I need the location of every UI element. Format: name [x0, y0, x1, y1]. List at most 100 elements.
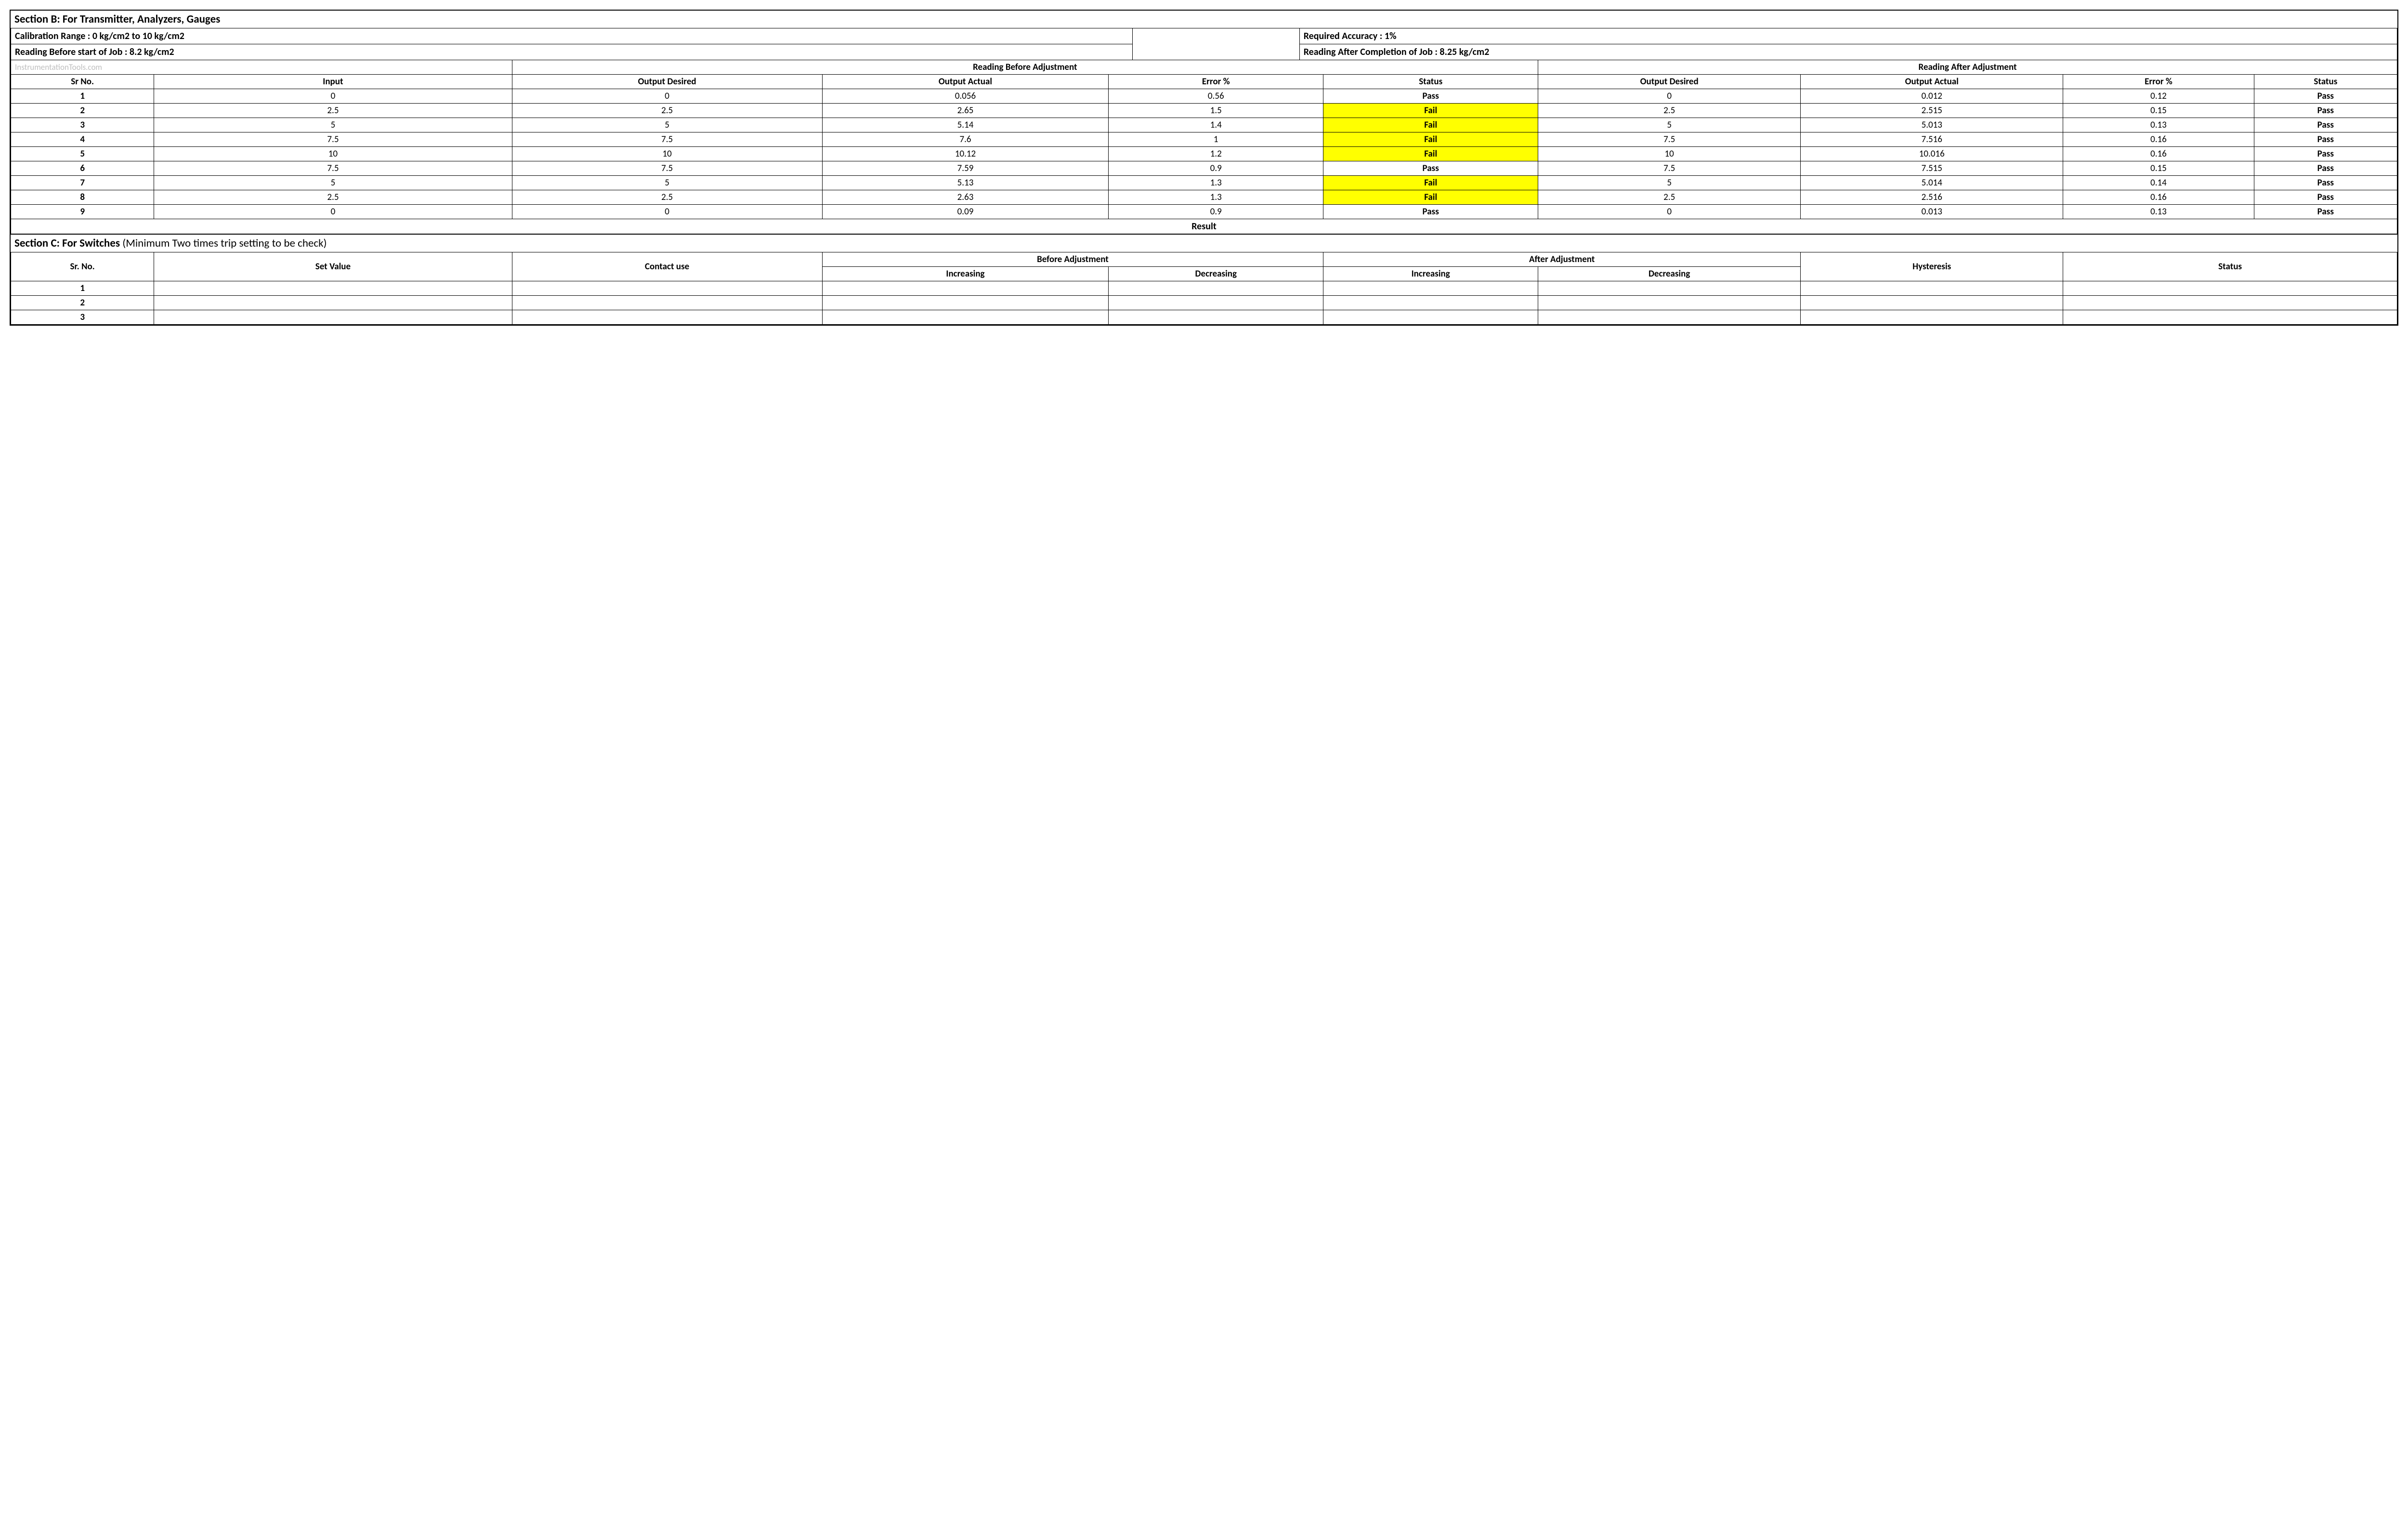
cell-bd: 10 — [512, 147, 822, 161]
cell-sr: 9 — [11, 205, 154, 219]
cell-be: 1.4 — [1109, 118, 1323, 132]
col-error-after: Error % — [2063, 75, 2254, 89]
cell-input: 0 — [154, 89, 512, 104]
col-c-before-dec: Decreasing — [1109, 267, 1323, 281]
cell-sr: 8 — [11, 190, 154, 205]
cell-input: 7.5 — [154, 161, 512, 176]
cell-ae: 0.13 — [2063, 205, 2254, 219]
cell-c-b_inc — [822, 296, 1109, 310]
cell-ae: 0.13 — [2063, 118, 2254, 132]
cell-as: Pass — [2254, 89, 2397, 104]
cell-ae: 0.16 — [2063, 132, 2254, 147]
reading-before-job: Reading Before start of Job : 8.2 kg/cm2 — [11, 44, 1133, 60]
cell-bd: 5 — [512, 118, 822, 132]
cell-bs: Fail — [1323, 118, 1538, 132]
cell-bs: Fail — [1323, 176, 1538, 190]
section-c-title: Section C: For Switches (Minimum Two tim… — [11, 234, 2397, 252]
cell-be: 1.3 — [1109, 176, 1323, 190]
required-accuracy: Required Accuracy : 1% — [1299, 28, 2397, 44]
table-row: 1 — [11, 281, 2397, 296]
cell-ad: 5 — [1538, 118, 1801, 132]
col-status-before: Status — [1323, 75, 1538, 89]
cell-input: 2.5 — [154, 104, 512, 118]
cell-ba: 0.056 — [822, 89, 1109, 104]
cell-ae: 0.12 — [2063, 89, 2254, 104]
cell-as: Pass — [2254, 176, 2397, 190]
cell-as: Pass — [2254, 118, 2397, 132]
cell-c-contact_use — [512, 281, 822, 296]
cell-c-a_dec — [1538, 281, 1801, 296]
cell-bd: 5 — [512, 176, 822, 190]
cell-c-a_inc — [1323, 281, 1538, 296]
cell-input: 0 — [154, 205, 512, 219]
watermark: InstrumentationTools.com — [11, 60, 512, 75]
table-row: 67.57.57.590.9Pass7.57.5150.15Pass — [11, 161, 2397, 176]
col-output-desired-after: Output Desired — [1538, 75, 1801, 89]
cell-ba: 5.13 — [822, 176, 1109, 190]
cell-c-a_dec — [1538, 296, 1801, 310]
section-c-table: Sr. No. Set Value Contact use Before Adj… — [11, 252, 2397, 325]
reading-after-job: Reading After Completion of Job : 8.25 k… — [1299, 44, 2397, 60]
col-sr: Sr No. — [11, 75, 154, 89]
cell-ae: 0.16 — [2063, 147, 2254, 161]
table-row: 3 — [11, 310, 2397, 325]
cell-ba: 2.63 — [822, 190, 1109, 205]
cell-be: 1.3 — [1109, 190, 1323, 205]
col-error-before: Error % — [1109, 75, 1323, 89]
cell-ae: 0.14 — [2063, 176, 2254, 190]
calibration-sheet: Section B: For Transmitter, Analyzers, G… — [10, 10, 2398, 326]
cell-ba: 5.14 — [822, 118, 1109, 132]
cell-as: Pass — [2254, 190, 2397, 205]
cell-ad: 0 — [1538, 89, 1801, 104]
cell-bd: 2.5 — [512, 104, 822, 118]
cell-ae: 0.15 — [2063, 104, 2254, 118]
col-input: Input — [154, 75, 512, 89]
table-row: 82.52.52.631.3Fail2.52.5160.16Pass — [11, 190, 2397, 205]
cell-input: 7.5 — [154, 132, 512, 147]
cell-aa: 0.012 — [1801, 89, 2063, 104]
cell-ad: 0 — [1538, 205, 1801, 219]
cell-ba: 2.65 — [822, 104, 1109, 118]
col-c-status: Status — [2063, 252, 2397, 281]
cell-sr: 2 — [11, 104, 154, 118]
cell-ad: 7.5 — [1538, 132, 1801, 147]
col-c-sr: Sr. No. — [11, 252, 154, 281]
cell-bs: Pass — [1323, 161, 1538, 176]
cell-sr: 1 — [11, 89, 154, 104]
meta-gap — [1132, 28, 1299, 60]
col-status-after: Status — [2254, 75, 2397, 89]
table-row: 3555.141.4Fail55.0130.13Pass — [11, 118, 2397, 132]
cell-bd: 7.5 — [512, 132, 822, 147]
cell-bs: Fail — [1323, 132, 1538, 147]
cell-c-a_dec — [1538, 310, 1801, 325]
group-before-adjustment: Reading Before Adjustment — [512, 60, 1538, 75]
cell-c-status — [2063, 281, 2397, 296]
cell-ba: 7.6 — [822, 132, 1109, 147]
cell-bd: 0 — [512, 205, 822, 219]
col-output-actual-before: Output Actual — [822, 75, 1109, 89]
cell-ba: 10.12 — [822, 147, 1109, 161]
table-row: 1000.0560.56Pass00.0120.12Pass — [11, 89, 2397, 104]
cell-c-b_inc — [822, 281, 1109, 296]
cell-bd: 7.5 — [512, 161, 822, 176]
cell-aa: 7.515 — [1801, 161, 2063, 176]
cell-sr: 7 — [11, 176, 154, 190]
cell-bs: Fail — [1323, 147, 1538, 161]
group-after-adjustment: Reading After Adjustment — [1538, 60, 2397, 75]
cell-as: Pass — [2254, 147, 2397, 161]
cell-be: 0.9 — [1109, 205, 1323, 219]
cell-c-set_value — [154, 310, 512, 325]
cell-sr: 4 — [11, 132, 154, 147]
cell-aa: 0.013 — [1801, 205, 2063, 219]
col-c-after-inc: Increasing — [1323, 267, 1538, 281]
cell-as: Pass — [2254, 104, 2397, 118]
col-c-hysteresis: Hysteresis — [1801, 252, 2063, 281]
cell-aa: 5.013 — [1801, 118, 2063, 132]
cell-c-b_inc — [822, 310, 1109, 325]
cell-c-a_inc — [1323, 310, 1538, 325]
cell-be: 1.2 — [1109, 147, 1323, 161]
cell-aa: 5.014 — [1801, 176, 2063, 190]
col-c-after: After Adjustment — [1323, 252, 1801, 267]
cell-as: Pass — [2254, 161, 2397, 176]
table-row: 9000.090.9Pass00.0130.13Pass — [11, 205, 2397, 219]
